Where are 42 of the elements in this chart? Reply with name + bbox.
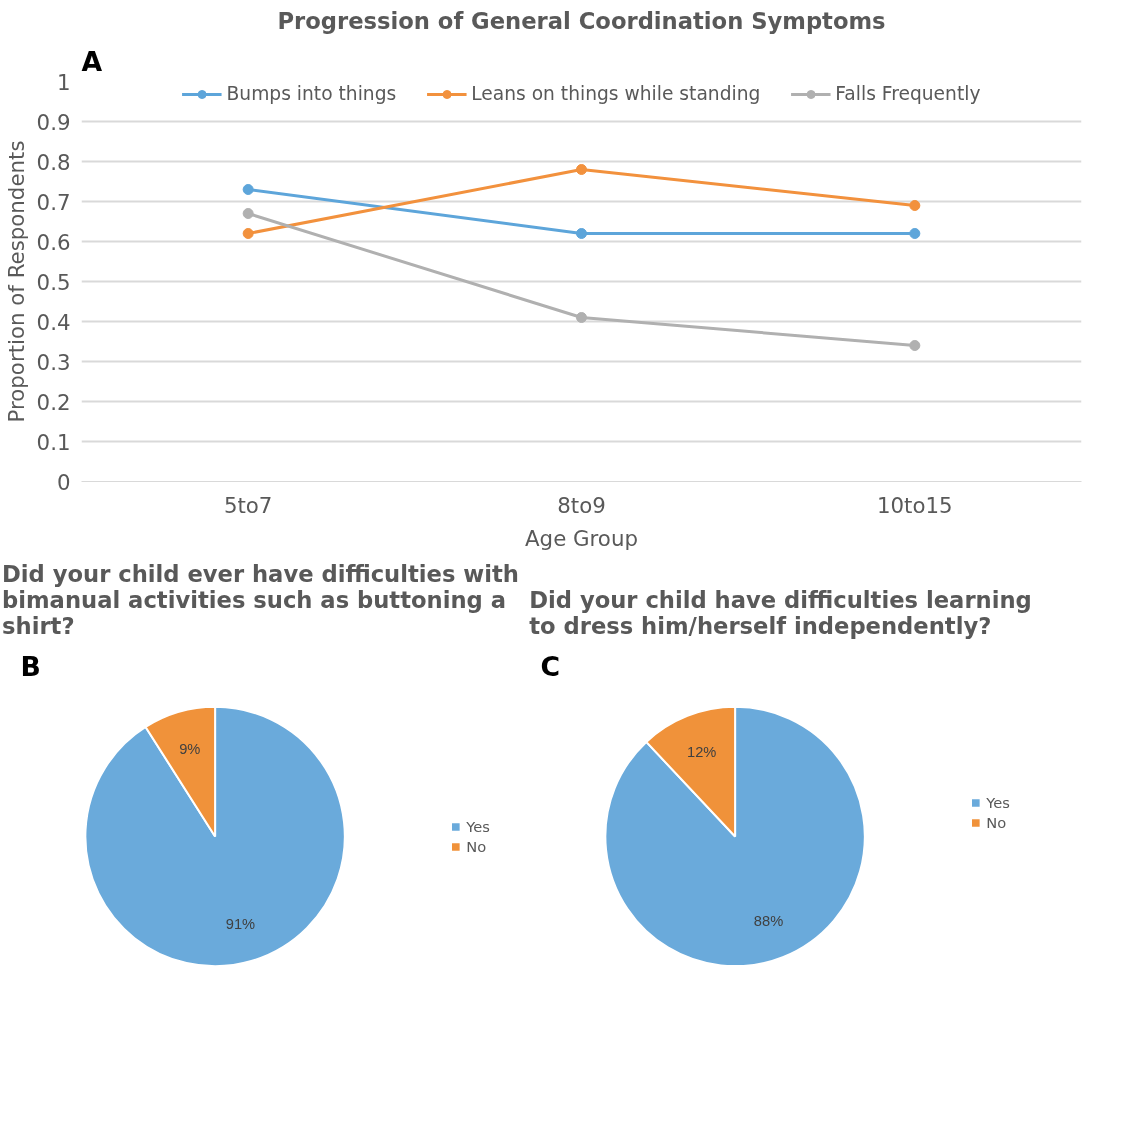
chart-title: Progression of General Coordination Symptoms [277,7,886,34]
x-tick-label: 8to9 [557,492,606,518]
legend-label: No [986,813,1007,831]
y-tick-label: 0.4 [36,309,71,335]
data-label: 91% [225,916,256,933]
data-label: 88% [753,913,784,930]
y-tick-label: 0.9 [36,109,71,135]
legend-label: No [466,837,487,855]
y-tick-label: 0.6 [36,229,71,255]
point [242,184,254,195]
chart-title: Did your child have difficulties learning to dress him/herself independently? [529,586,1032,639]
chart-title: Did your child ever have difficulties with bimanual activities such as buttoning a shirt? [2,560,519,639]
x-tick-label: 5to7 [223,492,273,518]
y-tick-label: 0.7 [36,189,71,215]
y-tick-label: 0.5 [36,269,71,295]
point [909,228,921,239]
point [909,340,921,351]
legend-label: Yes [466,817,490,835]
y-tick-label: 0.2 [36,389,71,415]
y-tick-label: 0 [56,469,71,495]
y-tick-label: 1 [56,69,71,95]
text: C [540,650,561,682]
text: B [20,650,41,682]
y-tick-label: 0.3 [36,349,71,375]
legend-label: Bumps into things [226,83,397,104]
x-axis-title: Age Group [525,525,638,551]
legend-label: Leans on things while standing [471,83,761,104]
legend-label: Falls Frequently [835,83,981,104]
point [242,208,254,219]
data-label: 12% [687,743,717,760]
y-tick-label: 0.1 [36,429,71,455]
point [909,200,921,211]
data-label: 9% [179,740,201,757]
text: A [81,45,103,77]
y-tick-label: 0.8 [36,149,71,175]
point [576,228,587,239]
point [576,312,587,323]
point [242,228,254,239]
point [576,164,587,175]
legend-label: Yes [986,793,1010,811]
x-tick-label: 10to15 [876,492,953,518]
y-axis-title: Proportion of Respondents [3,140,29,423]
